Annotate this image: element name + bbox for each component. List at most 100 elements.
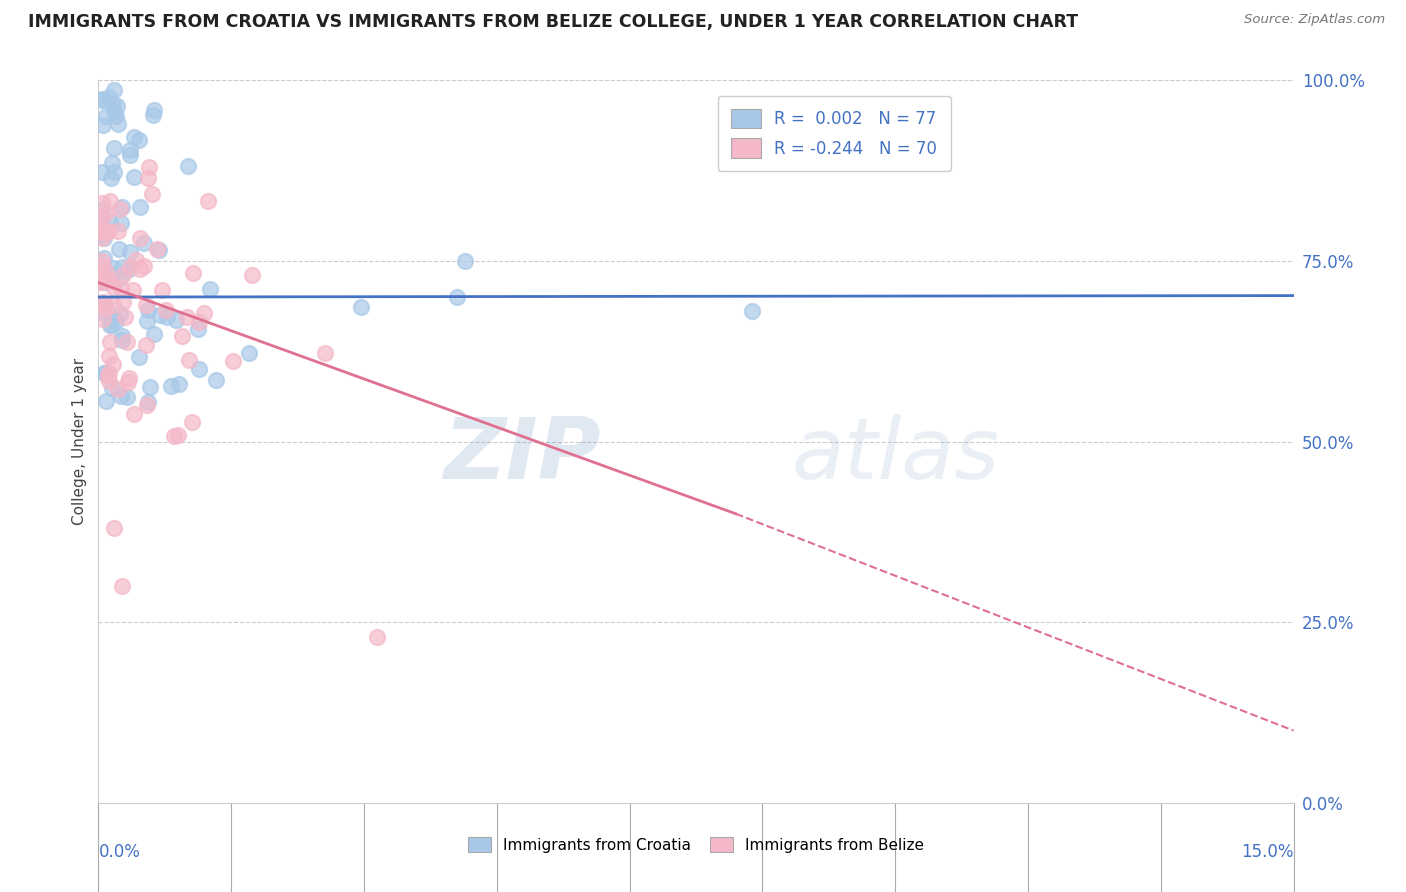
Point xyxy=(138,394,160,409)
Point xyxy=(93,366,115,380)
Point xyxy=(100,318,122,332)
Point xyxy=(181,415,204,429)
Point xyxy=(115,334,138,349)
Text: ZIP: ZIP xyxy=(443,415,600,498)
Point xyxy=(181,267,204,281)
Point xyxy=(98,194,121,208)
Point xyxy=(91,203,114,218)
Point xyxy=(167,427,190,442)
Point xyxy=(117,375,139,389)
Point xyxy=(134,259,156,273)
Point xyxy=(107,242,129,256)
Point xyxy=(135,298,157,312)
Point xyxy=(145,242,167,256)
Point xyxy=(200,282,222,296)
Point xyxy=(135,338,157,352)
Point xyxy=(105,99,128,113)
Point xyxy=(187,322,209,336)
Point xyxy=(91,224,114,238)
Point xyxy=(94,393,117,408)
Text: IMMIGRANTS FROM CROATIA VS IMMIGRANTS FROM BELIZE COLLEGE, UNDER 1 YEAR CORRELAT: IMMIGRANTS FROM CROATIA VS IMMIGRANTS FR… xyxy=(28,13,1078,31)
Point xyxy=(96,205,118,219)
Point xyxy=(97,349,120,363)
Point xyxy=(155,302,177,317)
Point xyxy=(103,104,125,119)
Point xyxy=(139,380,162,394)
Point xyxy=(142,103,165,117)
Point xyxy=(138,160,160,174)
Point xyxy=(111,200,134,214)
Point xyxy=(446,290,468,304)
Point xyxy=(93,231,115,245)
Point xyxy=(204,373,226,387)
Point xyxy=(94,225,117,239)
Point xyxy=(136,302,159,317)
Y-axis label: College, Under 1 year: College, Under 1 year xyxy=(72,358,87,525)
Point xyxy=(91,195,114,210)
Point xyxy=(170,329,193,343)
Point xyxy=(141,186,163,201)
Point xyxy=(98,335,121,350)
Point xyxy=(103,298,125,312)
Point xyxy=(107,117,129,131)
Point xyxy=(91,222,114,236)
Point xyxy=(366,630,388,644)
Text: atlas: atlas xyxy=(792,415,1000,498)
Point xyxy=(97,271,120,285)
Point xyxy=(101,156,124,170)
Point xyxy=(93,276,115,290)
Point xyxy=(98,224,121,238)
Point xyxy=(91,297,114,311)
Text: 15.0%: 15.0% xyxy=(1241,843,1294,861)
Point xyxy=(741,304,763,318)
Point xyxy=(91,311,114,326)
Point xyxy=(111,329,134,343)
Point xyxy=(111,260,134,274)
Point xyxy=(135,398,157,412)
Point xyxy=(107,382,129,396)
Point xyxy=(122,130,145,145)
Point xyxy=(115,390,138,404)
Point xyxy=(176,310,198,325)
Point xyxy=(108,202,131,216)
Point xyxy=(91,275,114,289)
Point xyxy=(91,259,114,273)
Point xyxy=(136,170,159,185)
Point xyxy=(105,109,128,123)
Point xyxy=(129,262,152,277)
Legend: Immigrants from Croatia, Immigrants from Belize: Immigrants from Croatia, Immigrants from… xyxy=(461,829,931,860)
Point xyxy=(96,109,118,123)
Point xyxy=(91,295,114,310)
Point xyxy=(103,281,125,295)
Point xyxy=(111,333,134,347)
Point xyxy=(110,271,132,285)
Point xyxy=(163,429,186,443)
Point xyxy=(222,354,245,368)
Point xyxy=(122,284,145,298)
Point xyxy=(128,200,150,214)
Point xyxy=(148,244,170,258)
Point xyxy=(118,261,141,276)
Text: Source: ZipAtlas.com: Source: ZipAtlas.com xyxy=(1244,13,1385,27)
Point xyxy=(118,143,141,157)
Point xyxy=(111,268,134,282)
Point xyxy=(91,92,114,106)
Point xyxy=(111,579,134,593)
Point xyxy=(114,310,136,325)
Point xyxy=(103,141,125,155)
Point xyxy=(91,212,114,227)
Point xyxy=(98,318,121,332)
Point xyxy=(97,366,120,380)
Point xyxy=(143,326,166,341)
Point xyxy=(98,90,121,104)
Point xyxy=(124,407,146,421)
Point xyxy=(142,108,165,122)
Point xyxy=(112,295,135,310)
Point xyxy=(167,377,190,392)
Point xyxy=(128,351,150,365)
Point xyxy=(177,159,200,173)
Point xyxy=(240,268,263,282)
Point xyxy=(187,362,209,376)
Point xyxy=(91,254,114,268)
Point xyxy=(128,133,150,147)
